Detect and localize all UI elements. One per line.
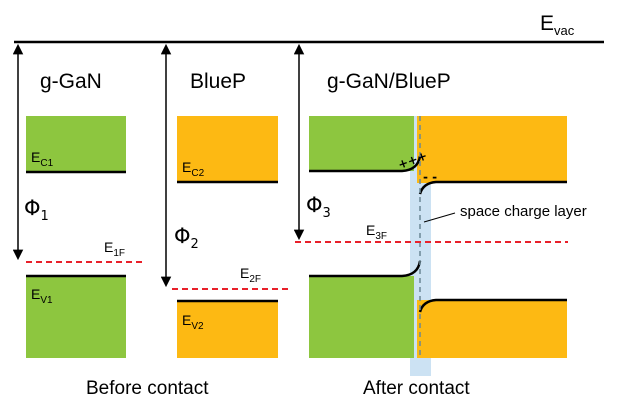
hetero-ggan-valence-band — [309, 276, 414, 358]
e1f-label: E1F — [104, 239, 125, 259]
title-ggan: g-GaN — [40, 70, 102, 93]
caption-before: Before contact — [86, 378, 209, 399]
hetero-bluep-conduction-band — [417, 116, 567, 183]
title-heterojunction: g-GaN/BlueP — [327, 70, 451, 93]
ggan-valence-band — [26, 276, 126, 358]
e3f-label: E3F — [366, 222, 387, 242]
hetero-bluep-valence-band — [417, 300, 567, 358]
space-charge-pointer — [423, 212, 456, 223]
negative-charges: - - — [423, 170, 437, 184]
title-bluep: BlueP — [190, 70, 246, 93]
e2f-label: E2F — [240, 265, 261, 285]
hetero-valence-edge-ggan — [309, 260, 422, 278]
hetero-ggan-conduction-band — [309, 116, 414, 171]
ev2-label: EV2 — [182, 312, 204, 332]
phi2-label: Φ2 — [174, 224, 199, 252]
phi1-label: Φ1 — [24, 196, 49, 224]
bluep-valence-band — [177, 301, 278, 358]
ev1-label: EV1 — [31, 286, 53, 306]
bluep-conduction-band — [177, 116, 278, 182]
hetero-conduction-edge-ggan — [309, 155, 422, 173]
vacuum-level-label: Evac — [540, 12, 575, 38]
phi3-label: Φ3 — [306, 193, 331, 221]
ec1-label: EC1 — [31, 149, 54, 169]
hetero-conduction-edge-bluep — [418, 180, 567, 195]
hetero-valence-edge-bluep — [418, 298, 567, 313]
ggan-conduction-band — [26, 116, 126, 172]
ec2-label: EC2 — [182, 159, 205, 179]
space-charge-label: space charge layer — [460, 203, 587, 220]
caption-after: After contact — [363, 378, 470, 399]
